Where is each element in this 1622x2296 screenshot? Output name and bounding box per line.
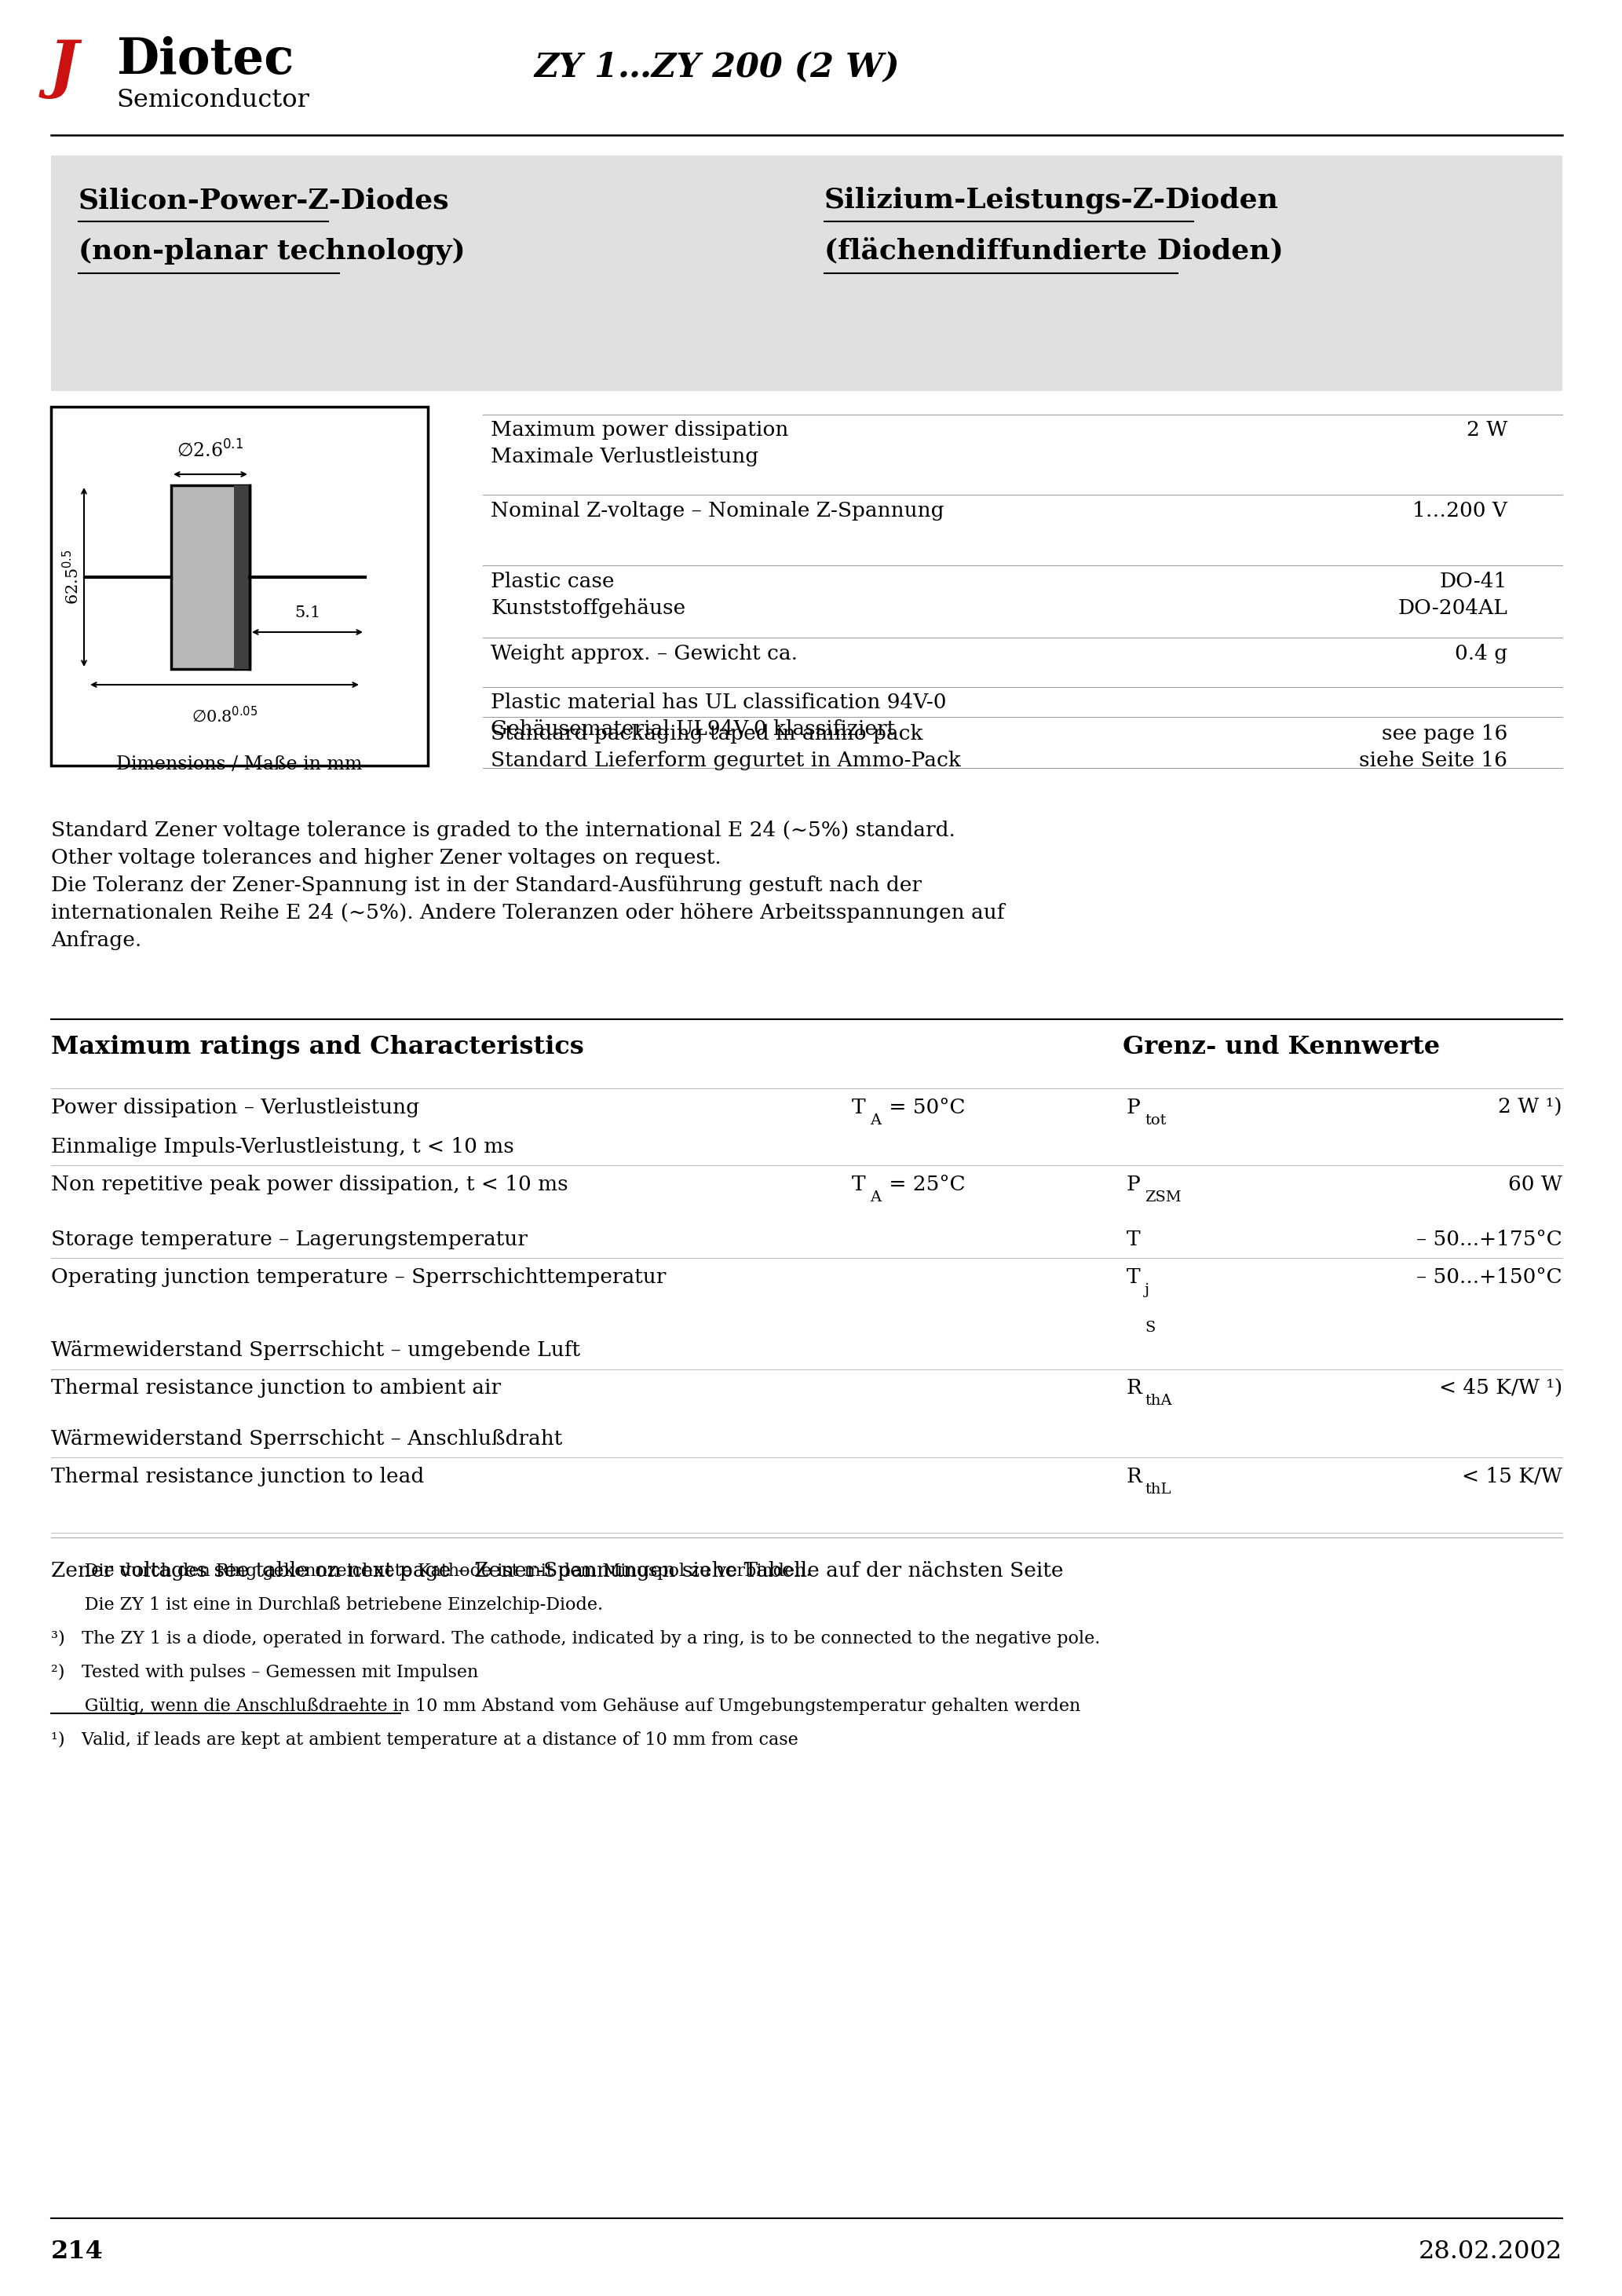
Text: – 50...+150°C: – 50...+150°C (1416, 1267, 1562, 1288)
Text: 28.02.2002: 28.02.2002 (1419, 2239, 1562, 2264)
Text: thL: thL (1145, 1483, 1171, 1497)
Text: 0.4 g: 0.4 g (1455, 643, 1507, 664)
Text: Nominal Z-voltage – Nominale Z-Spannung: Nominal Z-voltage – Nominale Z-Spannung (491, 501, 944, 521)
Text: Grenz- und Kennwerte: Grenz- und Kennwerte (1122, 1035, 1440, 1058)
Text: ³)   The ZY 1 is a diode, operated in forward. The cathode, indicated by a ring,: ³) The ZY 1 is a diode, operated in forw… (50, 1630, 1100, 1649)
Text: 62.5$^{0.5}$: 62.5$^{0.5}$ (62, 549, 83, 604)
Text: Einmalige Impuls-Verlustleistung, t < 10 ms: Einmalige Impuls-Verlustleistung, t < 10… (50, 1137, 514, 1157)
Text: Die ZY 1 ist eine in Durchlaß betriebene Einzelchip-Diode.: Die ZY 1 ist eine in Durchlaß betriebene… (50, 1596, 603, 1614)
Bar (50, 156, 1562, 390)
Text: P: P (1127, 1176, 1140, 1194)
Text: j: j (1145, 1283, 1150, 1297)
Text: 2 W ¹): 2 W ¹) (1499, 1097, 1562, 1118)
Text: Plastic material has UL classification 94V-0
Gehäusematerial UL94V-0 klassifizie: Plastic material has UL classification 9… (491, 693, 947, 739)
Text: Non repetitive peak power dissipation, t < 10 ms: Non repetitive peak power dissipation, t… (50, 1176, 568, 1194)
Text: = 25°C: = 25°C (882, 1176, 965, 1194)
Text: = 50°C: = 50°C (882, 1097, 965, 1118)
Text: 5.1: 5.1 (295, 606, 321, 620)
Text: $\varnothing$0.8$^{0.05}$: $\varnothing$0.8$^{0.05}$ (191, 705, 258, 726)
Text: < 45 K/W ¹): < 45 K/W ¹) (1439, 1378, 1562, 1398)
Text: ZY 1…ZY 200 (2 W): ZY 1…ZY 200 (2 W) (534, 51, 900, 85)
Text: Semiconductor: Semiconductor (117, 87, 310, 113)
Text: 2 W: 2 W (1466, 420, 1507, 441)
Text: T: T (1127, 1267, 1140, 1288)
Text: T: T (852, 1176, 866, 1194)
Text: R: R (1127, 1378, 1142, 1398)
Text: – 50...+175°C: – 50...+175°C (1416, 1231, 1562, 1249)
Text: A: A (869, 1189, 881, 1205)
Text: Power dissipation – Verlustleistung: Power dissipation – Verlustleistung (50, 1097, 420, 1118)
Text: DO-41
DO-204AL: DO-41 DO-204AL (1398, 572, 1507, 618)
Text: ²)   Tested with pulses – Gemessen mit Impulsen: ²) Tested with pulses – Gemessen mit Imp… (50, 1665, 478, 1681)
Text: see page 16
siehe Seite 16: see page 16 siehe Seite 16 (1359, 723, 1507, 769)
Text: Silicon-Power-Z-Diodes: Silicon-Power-Z-Diodes (78, 186, 449, 214)
Text: Maximum ratings and Characteristics: Maximum ratings and Characteristics (50, 1035, 584, 1058)
Text: Wärmewiderstand Sperrschicht – Anschlußdraht: Wärmewiderstand Sperrschicht – Anschlußd… (50, 1428, 563, 1449)
Text: ¹)   Valid, if leads are kept at ambient temperature at a distance of 10 mm from: ¹) Valid, if leads are kept at ambient t… (50, 1731, 798, 1750)
Text: (non-planar technology): (non-planar technology) (78, 236, 466, 264)
Bar (172, 484, 250, 668)
Text: Weight approx. – Gewicht ca.: Weight approx. – Gewicht ca. (491, 643, 798, 664)
Text: 1…200 V: 1…200 V (1413, 501, 1507, 521)
Text: Standard packaging taped in ammo pack
Standard Lieferform gegurtet in Ammo-Pack: Standard packaging taped in ammo pack St… (491, 723, 962, 769)
Text: Maximum power dissipation
Maximale Verlustleistung: Maximum power dissipation Maximale Verlu… (491, 420, 788, 466)
Text: P: P (1127, 1097, 1140, 1118)
Text: Die durch den Ring gekennzeichnete Kathode ist mit dem Minuspol zu verbinden.: Die durch den Ring gekennzeichnete Katho… (50, 1564, 811, 1580)
Text: T: T (1127, 1231, 1140, 1249)
Text: Gültig, wenn die Anschlußdraehte in 10 mm Abstand vom Gehäuse auf Umgebungstempe: Gültig, wenn die Anschlußdraehte in 10 m… (50, 1697, 1080, 1715)
Text: < 15 K/W: < 15 K/W (1461, 1467, 1562, 1486)
Text: Wärmewiderstand Sperrschicht – umgebende Luft: Wärmewiderstand Sperrschicht – umgebende… (50, 1341, 581, 1359)
Text: Thermal resistance junction to ambient air: Thermal resistance junction to ambient a… (50, 1378, 501, 1398)
Text: R: R (1127, 1467, 1142, 1486)
Text: ZSM: ZSM (1145, 1189, 1181, 1205)
Text: A: A (869, 1114, 881, 1127)
Text: Storage temperature – Lagerungstemperatur: Storage temperature – Lagerungstemperatu… (50, 1231, 527, 1249)
Text: thA: thA (1145, 1394, 1171, 1407)
Text: S: S (1145, 1320, 1155, 1334)
Text: Operating junction temperature – Sperrschichttemperatur: Operating junction temperature – Sperrsc… (50, 1267, 667, 1288)
Text: (flächendiffundierte Dioden): (flächendiffundierte Dioden) (824, 236, 1283, 264)
Text: Dimensions / Maße in mm: Dimensions / Maße in mm (117, 755, 362, 774)
Text: Plastic case
Kunststoffgehäuse: Plastic case Kunststoffgehäuse (491, 572, 686, 618)
Text: tot: tot (1145, 1114, 1166, 1127)
Text: Thermal resistance junction to lead: Thermal resistance junction to lead (50, 1467, 423, 1486)
Text: J: J (49, 37, 78, 99)
Text: 214: 214 (50, 2239, 104, 2264)
Text: Standard Zener voltage tolerance is graded to the international E 24 (~5%) stand: Standard Zener voltage tolerance is grad… (50, 820, 1004, 951)
Text: $\varnothing$2.6$^{0.1}$: $\varnothing$2.6$^{0.1}$ (177, 441, 243, 461)
Bar (50, 406, 428, 765)
Text: Zener voltages see table on next page – Zener-Spannungen siehe Tabelle auf der n: Zener voltages see table on next page – … (50, 1561, 1064, 1580)
Text: Silizium-Leistungs-Z-Dioden: Silizium-Leistungs-Z-Dioden (824, 186, 1278, 214)
Bar (234, 484, 250, 668)
Text: Diotec: Diotec (117, 37, 294, 85)
Text: 60 W: 60 W (1508, 1176, 1562, 1194)
Text: T: T (852, 1097, 866, 1118)
